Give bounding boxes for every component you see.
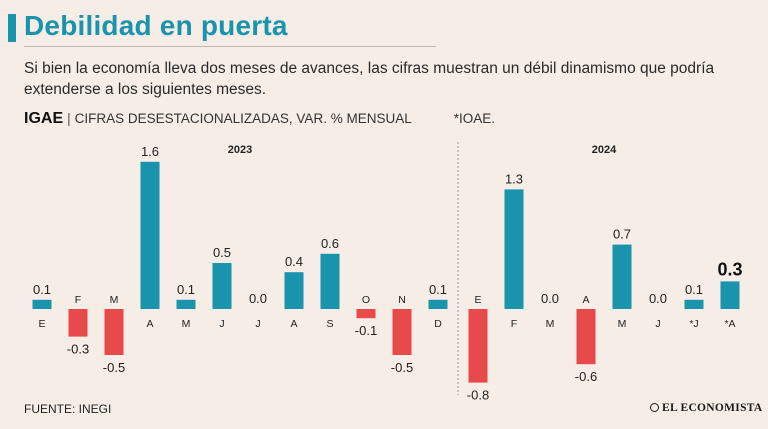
data-label-2023-10: -0.5: [391, 360, 413, 375]
series-units: CIFRAS DESESTACIONALIZADAS, VAR. % MENSU…: [74, 111, 412, 126]
series-separator: |: [67, 111, 71, 126]
x-tick-2024-6: *J: [689, 318, 698, 330]
data-label-2023-4: 0.1: [177, 282, 195, 297]
title-accent-bar: [8, 14, 16, 42]
x-tick-2023-2: M: [110, 294, 119, 306]
series-description: IGAE | CIFRAS DESESTACIONALIZADAS, VAR. % …: [24, 110, 495, 128]
series-name: IGAE: [24, 110, 64, 127]
x-tick-2023-6: J: [255, 318, 260, 330]
bar-2023-7: [284, 272, 304, 309]
data-label-2023-0: 0.1: [33, 282, 51, 297]
x-tick-2023-3: A: [146, 318, 153, 330]
data-label-2024-6: 0.1: [685, 282, 703, 297]
bar-2023-8: [320, 253, 340, 309]
bar-2023-5: [212, 263, 232, 309]
bar-2023-11: [428, 299, 448, 309]
x-tick-2024-1: F: [511, 318, 517, 330]
bar-2023-9: [356, 309, 376, 319]
bar-2023-2: [104, 309, 124, 355]
source-note: FUENTE: INEGI: [24, 402, 112, 416]
x-tick-2024-2: M: [546, 318, 555, 330]
x-tick-2023-10: N: [398, 294, 406, 306]
logo-icon: [650, 403, 659, 412]
data-label-2024-5: 0.0: [649, 291, 667, 306]
year-label-2023: 2023: [228, 144, 252, 156]
bar-2024-0: [468, 309, 488, 383]
bar-2024-4: [612, 244, 632, 309]
x-tick-2024-5: J: [655, 318, 660, 330]
data-label-2024-2: 0.0: [541, 291, 559, 306]
data-label-2024-4: 0.7: [613, 227, 631, 242]
x-tick-2023-0: E: [38, 318, 45, 330]
x-tick-2023-11: D: [434, 318, 442, 330]
x-tick-2023-8: S: [326, 318, 333, 330]
bar-2023-1: [68, 309, 88, 337]
data-label-2023-5: 0.5: [213, 245, 231, 260]
bar-2023-4: [176, 299, 196, 309]
x-tick-2023-5: J: [219, 318, 224, 330]
bar-2024-3: [576, 309, 596, 365]
x-tick-2024-7: *A: [724, 318, 735, 330]
x-tick-2023-4: M: [182, 318, 191, 330]
data-label-2023-7: 0.4: [285, 254, 303, 269]
data-label-2023-3: 1.6: [141, 144, 159, 159]
bar-2024-6: [684, 299, 704, 309]
series-note: *IOAE.: [453, 111, 495, 126]
data-label-2023-8: 0.6: [321, 236, 339, 251]
bar-2024-1: [504, 189, 524, 309]
x-tick-2023-7: A: [290, 318, 297, 330]
publisher-logo: EL ECONOMISTA: [650, 402, 763, 414]
bar-2024-7: [720, 281, 740, 309]
logo-text: EL ECONOMISTA: [662, 402, 763, 414]
data-label-2023-9: -0.1: [355, 323, 377, 338]
x-tick-2024-0: E: [474, 294, 481, 306]
data-label-2023-2: -0.5: [103, 360, 125, 375]
data-label-2023-6: 0.0: [249, 291, 267, 306]
x-tick-2024-4: M: [618, 318, 627, 330]
x-tick-2023-9: O: [362, 294, 370, 306]
data-label-2024-7: 0.3: [717, 259, 742, 279]
year-label-2024: 2024: [592, 144, 617, 156]
bar-2023-10: [392, 309, 412, 355]
chart-title: Debilidad en puerta: [24, 10, 288, 41]
bar-2023-3: [140, 161, 160, 309]
bar-2023-0: [32, 299, 52, 309]
data-label-2023-11: 0.1: [429, 282, 447, 297]
data-label-2024-1: 1.3: [505, 171, 523, 186]
data-label-2023-1: -0.3: [67, 342, 89, 357]
data-label-2024-0: -0.8: [467, 388, 489, 403]
data-label-2024-3: -0.6: [575, 369, 597, 384]
chart-subtitle: Si bien la economía lleva dos meses de a…: [24, 60, 715, 98]
x-tick-2023-1: F: [75, 294, 81, 306]
title-divider: [24, 46, 436, 47]
x-tick-2024-3: A: [582, 294, 589, 306]
